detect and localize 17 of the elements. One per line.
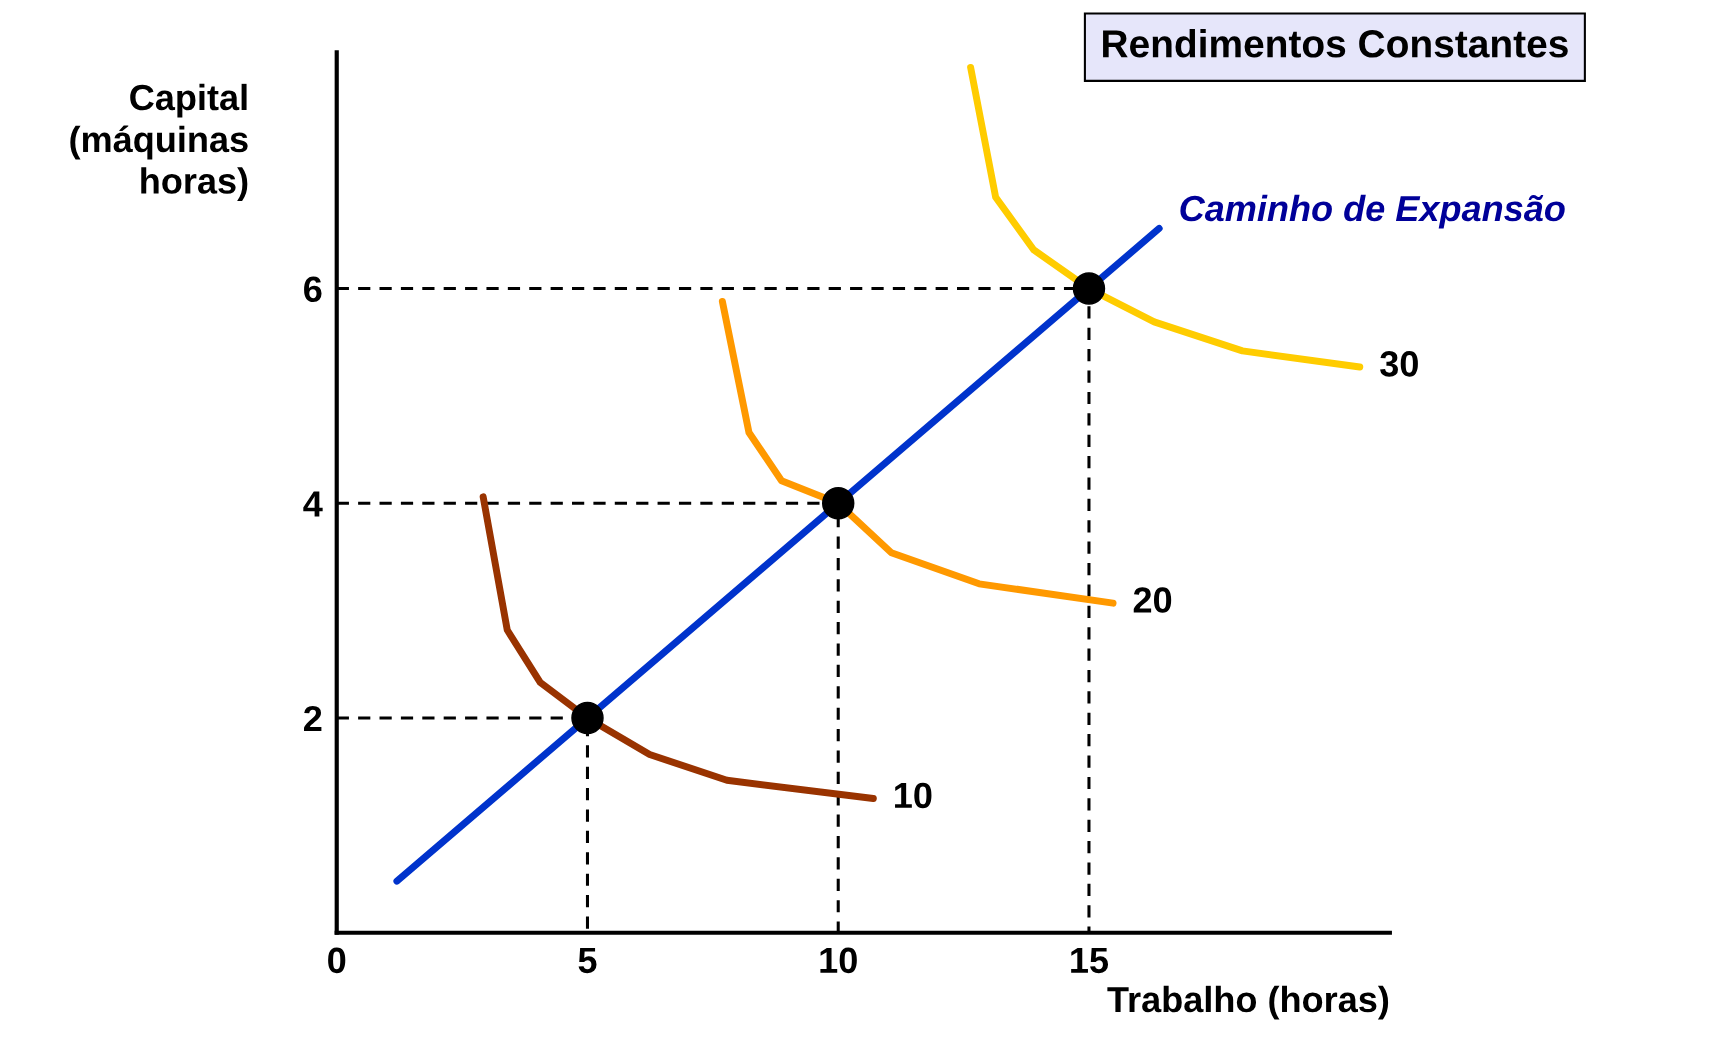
chart-title: Rendimentos Constantes bbox=[1103, 29, 1568, 58]
x-axis-title: Trabalho (horas) bbox=[1107, 985, 1389, 1020]
x-tick-label: 15 bbox=[1071, 947, 1109, 974]
point bbox=[821, 487, 855, 520]
y-tick-label: 4 bbox=[303, 491, 323, 517]
y-tick-label: 2 bbox=[304, 705, 322, 732]
series-label: 10 bbox=[895, 782, 932, 809]
y-axis-title: Capital (máquinas horas) bbox=[70, 83, 248, 201]
series-label: Caminho de Expansão bbox=[1180, 194, 1565, 229]
series-label: 20 bbox=[1133, 587, 1172, 613]
point bbox=[571, 701, 604, 735]
x-tick-label: 10 bbox=[820, 947, 857, 974]
y-tick-label: 6 bbox=[304, 276, 322, 303]
x-tick-label: 0 bbox=[328, 947, 346, 974]
point bbox=[1072, 272, 1106, 305]
series-label: 30 bbox=[1380, 351, 1418, 377]
x-tick-label: 5 bbox=[578, 947, 597, 974]
